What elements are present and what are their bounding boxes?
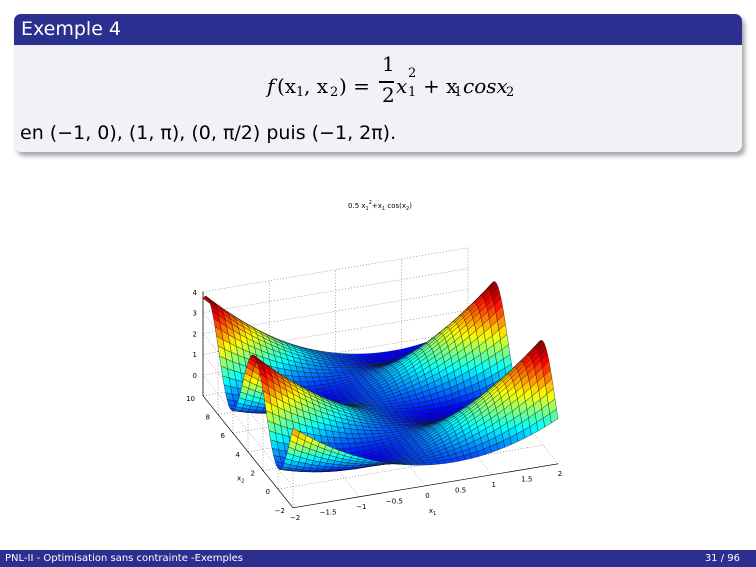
x2-axis-label: x2 (237, 474, 244, 484)
formula-x: x (396, 74, 408, 98)
surface-face (549, 408, 559, 424)
x2-tick-label: 10 (186, 395, 195, 403)
grid-line (202, 247, 469, 293)
z-tick-label: 2 (193, 330, 197, 338)
footer-title: PNL-II - Optimisation sans contrainte -E… (5, 553, 243, 564)
formula-sub1: 1 (296, 85, 305, 100)
x1-tick-label: 2 (558, 470, 562, 478)
tick-labels: 0 1 2 3 4 −2 −1.5 −1 −0.5 0 0.5 1 1.5 2 −2 0 2 4 6 8 10 (186, 289, 562, 522)
example-block: Exemple 4 f (x 1 , x 2 ) = 1 2 x 1 2 + x… (14, 14, 742, 152)
z-tick-label: 4 (193, 289, 198, 297)
fraction-numerator: 1 (382, 52, 395, 76)
x2-tick-label: −2 (275, 507, 285, 515)
formula-cos: cosx (463, 74, 508, 98)
z-tick-label: 1 (193, 351, 197, 359)
x2-tick-label: 0 (266, 488, 270, 496)
block-title: Exemple 4 (14, 14, 742, 45)
formula-f: f (267, 74, 275, 98)
x1-tick-label: 1 (492, 481, 496, 489)
formula-x-sub: 1 (408, 85, 417, 100)
x2-tick-label: 6 (221, 432, 226, 440)
z-tick-label: 0 (193, 372, 197, 380)
formula-args: (x (277, 74, 297, 98)
x2-tick-label: 4 (236, 451, 241, 459)
x2-tick-label: 2 (251, 469, 255, 477)
x1-tick-label: −1 (356, 503, 366, 511)
evaluation-points: en (−1, 0), (1, π), (0, π/2) puis (−1, 2… (20, 122, 397, 144)
formula-cos-sub1: 1 (454, 85, 463, 100)
formula-plus: + x (423, 74, 458, 98)
grid-line (202, 268, 469, 313)
footer-bar: PNL-II - Optimisation sans contrainte -E… (0, 550, 756, 567)
formula-cos-sub2: 2 (506, 85, 515, 100)
formula-x-sup: 2 (408, 66, 417, 81)
surface-mesh (202, 281, 559, 473)
x1-tick-label: −0.5 (386, 497, 403, 505)
formula-equals: ) = (339, 74, 370, 98)
page-number: 31 / 96 (704, 553, 740, 564)
formula-comma: , x (304, 74, 328, 98)
x1-tick-label: 0 (425, 492, 429, 500)
x2-tick-label: 8 (206, 413, 210, 421)
fraction-denominator: 2 (382, 83, 395, 107)
x2-axis (202, 395, 294, 509)
x1-tick-label: −1.5 (320, 508, 337, 516)
plot-title: 0.5 x12+x1 cos(x2) (348, 200, 412, 212)
surface-plot: 0.5 x12+x1 cos(x2) 0 1 2 3 4 −2 −1.5 −1 −0.5 0 0.5… (186, 200, 562, 522)
x1-tick-label: 1.5 (521, 475, 532, 483)
x1-axis-label: x1 (429, 507, 436, 517)
x1-tick-label: −2 (290, 514, 300, 522)
x1-axis (292, 463, 559, 509)
formula: f (x 1 , x 2 ) = 1 2 x 1 2 + x 1 cosx 2 (14, 52, 742, 116)
formula-sub2: 2 (330, 85, 339, 100)
z-tick-label: 3 (193, 310, 197, 318)
surface-figure: 0.5 x12+x1 cos(x2) 0 1 2 3 4 −2 −1.5 −1 −0.5 0 0.5… (168, 195, 588, 525)
fraction-bar (379, 81, 394, 83)
x1-tick-label: 0.5 (455, 486, 466, 494)
